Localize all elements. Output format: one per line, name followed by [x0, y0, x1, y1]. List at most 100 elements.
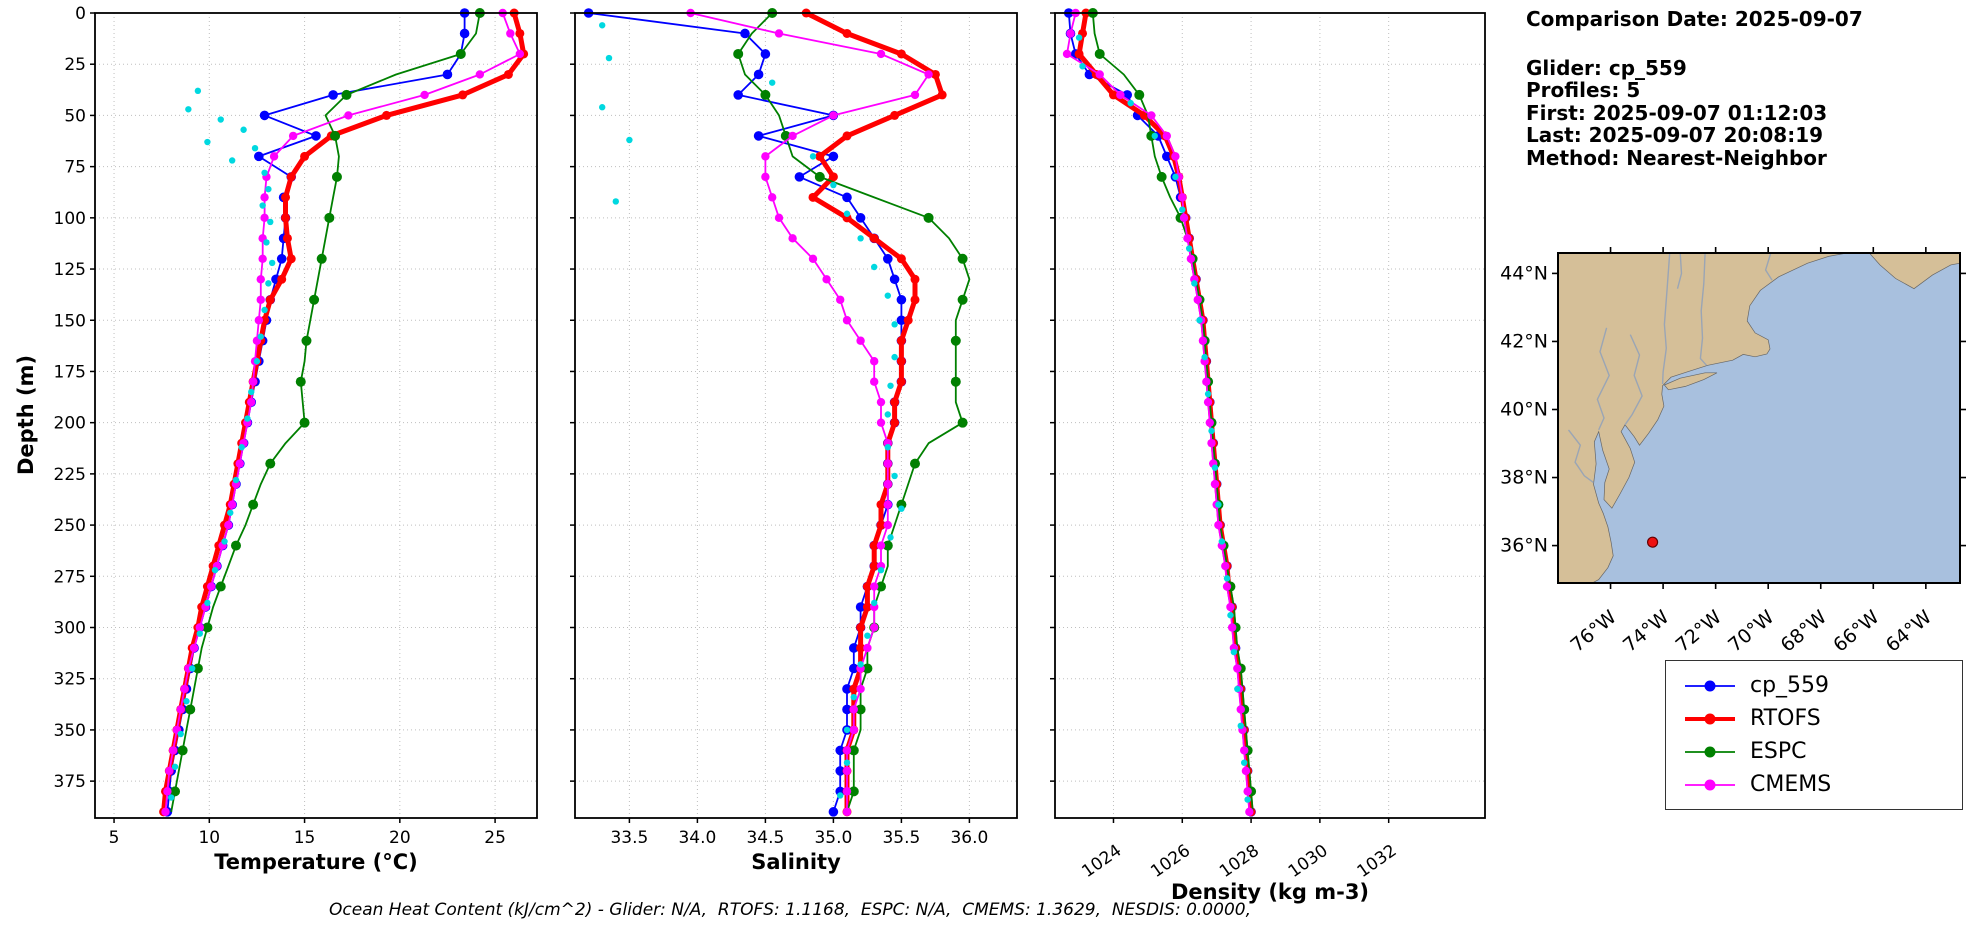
marker-ESPC [215, 581, 226, 592]
marker-CMEMS [1202, 377, 1211, 386]
marker-ESPC [301, 335, 312, 346]
scatter-point-NESDIS [1204, 390, 1212, 398]
marker-RTOFS [896, 336, 906, 346]
scatter-point-NESDIS [1230, 648, 1238, 656]
marker-CMEMS [883, 459, 892, 468]
marker-RTOFS [815, 151, 825, 161]
legend-item-RTOFS: RTOFS [1682, 706, 1962, 731]
legend-label-CMEMS: CMEMS [1750, 772, 1832, 797]
marker-ESPC [957, 417, 968, 428]
scatter-point-NESDIS [244, 415, 251, 422]
salinity-axis-label: Salinity [751, 850, 841, 874]
marker-CMEMS [1214, 520, 1223, 530]
marker-CMEMS [842, 746, 852, 755]
marker-CMEMS [1226, 602, 1235, 612]
marker-CMEMS [808, 254, 818, 264]
scatter-point-NESDIS [626, 136, 633, 144]
legend-marker-CMEMS [1685, 779, 1735, 790]
marker-CMEMS [774, 29, 784, 38]
marker-CMEMS [161, 807, 170, 817]
marker-ESPC [265, 458, 276, 469]
map-lon-label: 68°W [1777, 606, 1831, 657]
marker-ESPC [248, 499, 259, 510]
marker-ESPC [202, 622, 213, 633]
panel-frame [1054, 12, 1486, 819]
marker-CMEMS [849, 705, 858, 714]
marker-cp_559 [276, 254, 287, 264]
legend-marker-cp_559 [1685, 680, 1735, 691]
scatter-point-NESDIS [837, 792, 844, 799]
marker-RTOFS [896, 49, 906, 59]
scatter-point-NESDIS [251, 144, 259, 152]
marker-ESPC [957, 253, 968, 264]
marker-ESPC [299, 417, 310, 428]
marker-RTOFS [808, 192, 818, 202]
map-river [1596, 327, 1610, 431]
marker-ESPC [341, 89, 352, 100]
marker-CMEMS [195, 623, 204, 632]
marker-cp_559 [855, 213, 866, 223]
marker-CMEMS [1227, 623, 1237, 632]
x-tick-label: 10 [198, 828, 220, 848]
marker-RTOFS [1108, 90, 1118, 100]
marker-CMEMS [1245, 807, 1254, 817]
scatter-point-NESDIS [843, 210, 851, 217]
marker-CMEMS [842, 316, 852, 325]
scatter-point-NESDIS [194, 87, 202, 95]
marker-CMEMS [1116, 90, 1125, 100]
scatter-point-NESDIS [850, 693, 857, 701]
marker-ESPC [316, 253, 327, 264]
y-tick-label: 200 [54, 414, 86, 434]
marker-cp_559 [849, 663, 859, 674]
legend-marker-RTOFS [1685, 713, 1735, 724]
marker-ESPC [455, 48, 466, 59]
profile-line-RTOFS [161, 12, 527, 813]
scatter-point-NESDIS [1179, 206, 1186, 213]
marker-ESPC [855, 704, 866, 715]
marker-CMEMS [870, 357, 879, 366]
scatter-point-NESDIS [769, 79, 776, 86]
ohc-caption: Ocean Heat Content (kJ/cm^2) - Glider: N… [329, 900, 1251, 920]
scatter-point-NESDIS [211, 566, 219, 574]
scatter-point-NESDIS [843, 759, 851, 766]
map-lon-label: 74°W [1619, 606, 1673, 657]
marker-cp_559 [835, 745, 845, 756]
marker-RTOFS [896, 254, 906, 264]
scatter-point-NESDIS [261, 169, 268, 176]
marker-CMEMS [1183, 234, 1192, 243]
marker-CMEMS [1147, 111, 1156, 120]
scatter-point-NESDIS [898, 505, 905, 512]
marker-ESPC [882, 540, 893, 551]
legend-item-CMEMS: CMEMS [1682, 772, 1962, 797]
marker-CMEMS [768, 193, 777, 202]
marker-RTOFS [856, 623, 866, 633]
scatter-point-NESDIS [1208, 427, 1215, 435]
map-lon-label: 72°W [1672, 606, 1726, 657]
marker-CMEMS [870, 582, 879, 591]
marker-CMEMS [1186, 254, 1196, 264]
marker-CMEMS [344, 111, 353, 120]
marker-CMEMS [1210, 479, 1220, 489]
profile-line-ESPC [170, 12, 481, 813]
marker-CMEMS [176, 705, 185, 714]
marker-CMEMS [1062, 49, 1072, 59]
scatter-point-NESDIS [265, 185, 272, 193]
marker-cp_559 [835, 766, 845, 776]
marker-CMEMS [883, 479, 892, 489]
scatter-point-NESDIS [864, 632, 871, 639]
marker-RTOFS [930, 69, 940, 79]
scatter-point-NESDIS [183, 698, 190, 705]
scatter-point-NESDIS [1215, 501, 1222, 508]
marker-CMEMS [836, 295, 845, 304]
marker-cp_559 [442, 69, 453, 80]
marker-RTOFS [300, 151, 310, 161]
scatter-point-NESDIS [843, 726, 851, 734]
x-tick-label: 1032 [1354, 841, 1401, 882]
marker-CMEMS [856, 336, 865, 345]
marker-CMEMS [1205, 418, 1215, 427]
marker-CMEMS [254, 316, 264, 325]
scatter-point-NESDIS [228, 157, 236, 164]
map-river [1764, 252, 1773, 281]
marker-CMEMS [883, 500, 892, 509]
map-lon-label: 76°W [1566, 606, 1620, 657]
